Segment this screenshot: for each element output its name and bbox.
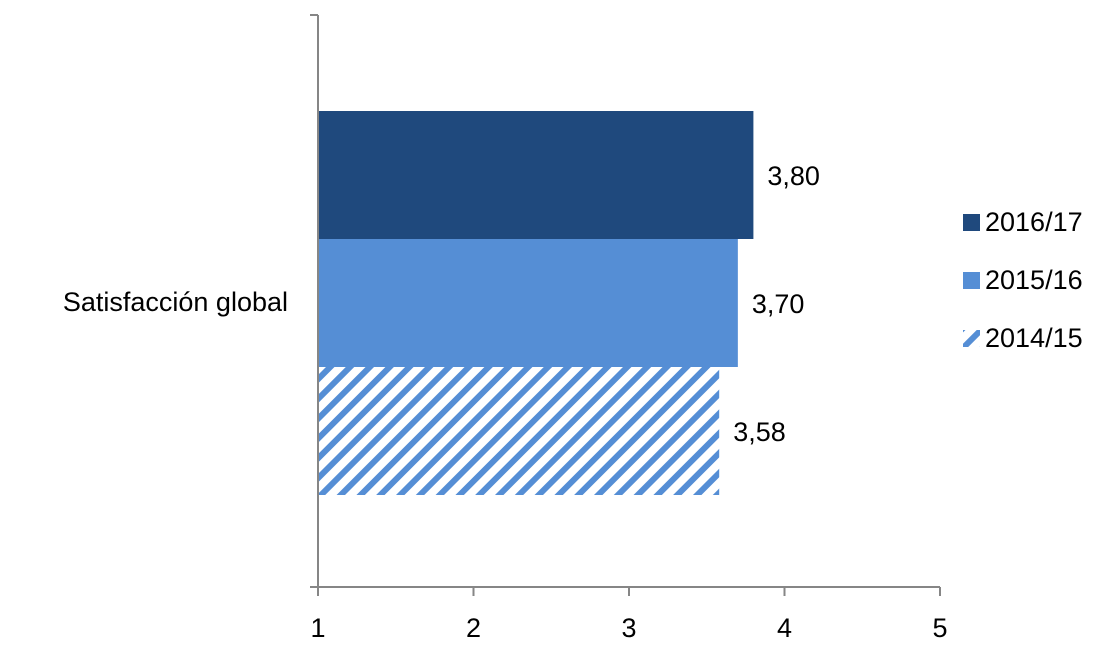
legend-label: 2016/17 bbox=[985, 207, 1083, 237]
bar-2014-15 bbox=[319, 367, 720, 495]
data-label: 3,70 bbox=[752, 289, 805, 319]
x-tick-label: 5 bbox=[932, 613, 947, 643]
x-tick-label: 3 bbox=[621, 613, 636, 643]
bars bbox=[319, 111, 754, 495]
legend-swatch bbox=[963, 330, 980, 347]
bar-2016-17 bbox=[319, 111, 754, 239]
legend-label: 2014/15 bbox=[985, 323, 1083, 353]
data-label: 3,58 bbox=[733, 417, 786, 447]
labels: Satisfacción global 3,80 3,70 3,58 bbox=[63, 161, 820, 447]
x-tick-label: 4 bbox=[777, 613, 792, 643]
legend-swatch bbox=[963, 214, 980, 231]
category-label: Satisfacción global bbox=[63, 287, 288, 317]
legend-swatch bbox=[963, 272, 980, 289]
legend: 2016/17 2015/16 2014/15 bbox=[963, 207, 1083, 353]
axes: 1 2 3 4 5 bbox=[310, 14, 948, 643]
x-tick-label: 2 bbox=[466, 613, 481, 643]
x-tick-label: 1 bbox=[310, 613, 325, 643]
data-label: 3,80 bbox=[767, 161, 820, 191]
legend-label: 2015/16 bbox=[985, 265, 1083, 295]
bar-2015-16 bbox=[319, 239, 738, 367]
